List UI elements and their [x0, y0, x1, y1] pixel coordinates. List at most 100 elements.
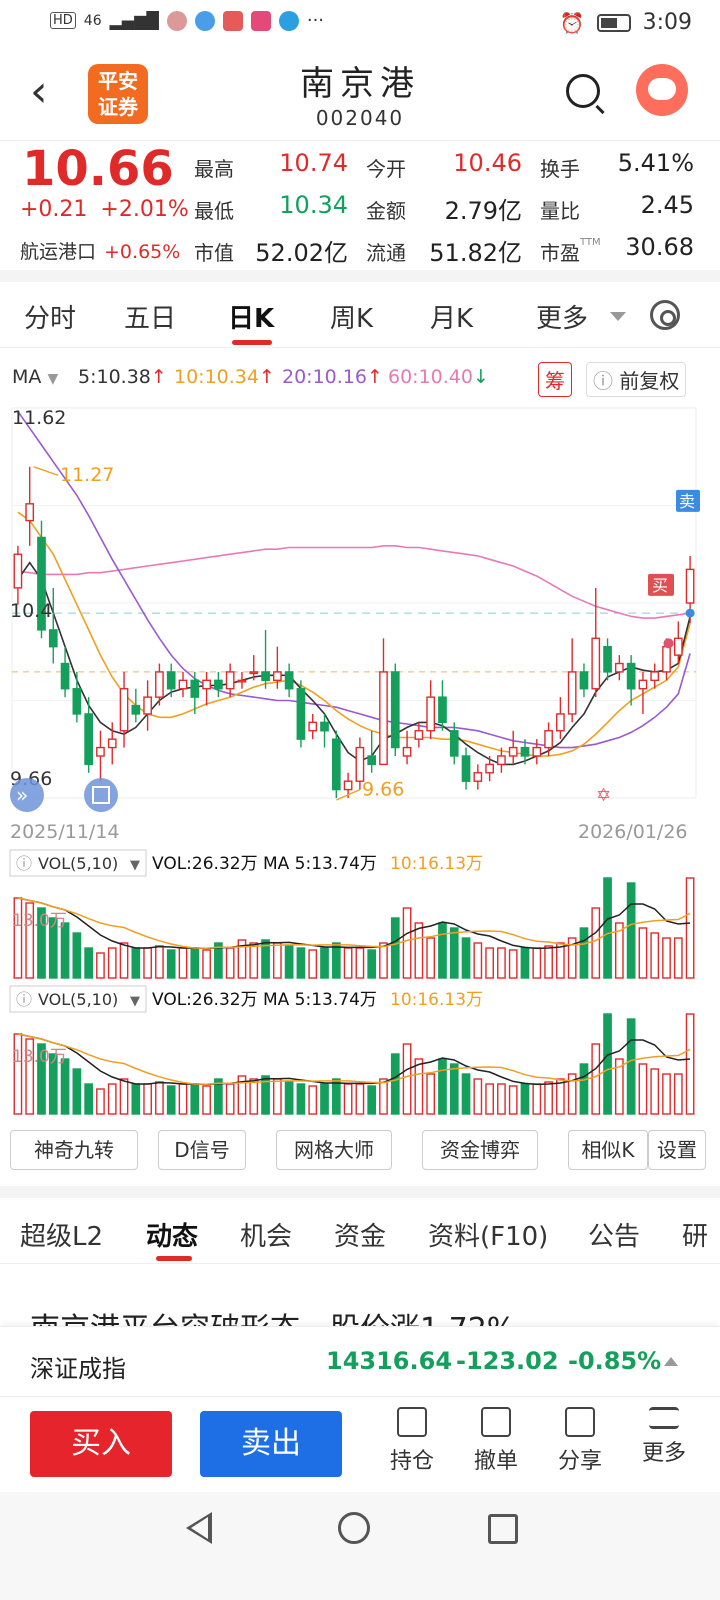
tool-magic-nine[interactable]: 神奇九转 [10, 1130, 138, 1170]
share-button[interactable]: 分享 [550, 1407, 610, 1475]
tab-announcements[interactable]: 公告 [588, 1222, 641, 1252]
nav-recent-icon[interactable] [488, 1514, 518, 1544]
candle [178, 671, 188, 698]
ma-selector[interactable]: MA ▼ [12, 366, 58, 388]
nav-home-icon[interactable] [338, 1512, 370, 1544]
volume-axis-label: 13.0万 [12, 1047, 67, 1067]
quote-label-turnover: 换手 [540, 157, 580, 181]
tab-weekly-k[interactable]: 周K [330, 304, 374, 334]
info-icon: ⓘ [16, 990, 32, 1009]
ma60-value: 60:10.40↓ [388, 366, 489, 388]
gear-icon[interactable] [650, 300, 680, 330]
broker-logo[interactable]: 平安 证券 [88, 64, 148, 124]
positions-button[interactable]: 持仓 [382, 1407, 442, 1475]
volume-bar [331, 1078, 341, 1115]
volume-bar [178, 947, 188, 979]
tool-settings[interactable]: 设置 [648, 1130, 706, 1170]
volume-bar [25, 1038, 35, 1115]
ma10-line [17, 511, 691, 757]
volume-indicator-label: VOL(5,10) [38, 854, 118, 873]
chip-distribution-button[interactable]: 筹 [538, 362, 572, 397]
buy-button[interactable]: 买入 [30, 1411, 172, 1477]
tab-capital[interactable]: 资金 [334, 1222, 387, 1252]
volume-bar [532, 947, 542, 979]
index-ticker[interactable]: 深证成指 14316.64 -123.02 -0.85% [0, 1326, 720, 1396]
volume-ma10: 10:16.13万 [390, 854, 483, 874]
ma-label: MA [12, 366, 42, 388]
index-value: 14316.64 [326, 1347, 453, 1375]
chevron-up-icon[interactable] [664, 1357, 678, 1366]
search-icon[interactable] [566, 74, 600, 108]
candle-body [390, 671, 400, 749]
tab-daily-k[interactable]: 日K [228, 304, 275, 334]
volume-bar [284, 945, 294, 979]
news-headline[interactable]: 南京港平台突破形态，股价涨1.72% [30, 1304, 515, 1326]
candle [261, 629, 270, 689]
sell-button[interactable]: 卖出 [200, 1411, 342, 1477]
cancel-order-label: 撤单 [473, 1449, 518, 1474]
tab-monthly-k[interactable]: 月K [430, 304, 474, 334]
tab-intraday[interactable]: 分时 [24, 304, 77, 334]
volume-bar [131, 1083, 141, 1115]
volume-bar [673, 1073, 683, 1115]
volume-bar [402, 907, 412, 979]
tool-grid-master[interactable]: 网格大师 [276, 1130, 392, 1170]
candle [414, 722, 424, 748]
tab-five-day[interactable]: 五日 [124, 304, 177, 334]
tool-similar-k[interactable]: 相似K [568, 1130, 648, 1170]
chevron-down-icon[interactable] [610, 312, 626, 321]
candle-body [202, 679, 211, 690]
candle [60, 646, 70, 698]
volume-bar [72, 1068, 82, 1115]
candlestick-chart[interactable]: 11.629.6610.411.279.662025/11/142026/01/… [0, 398, 720, 1128]
volume-bar [48, 1053, 58, 1115]
arrow-up-icon: ↑ [366, 366, 383, 388]
alarm-icon: ⏰ [559, 10, 585, 35]
tool-d-signal[interactable]: D信号 [158, 1130, 246, 1170]
tab-more[interactable]: 更多 [536, 304, 589, 334]
candle [284, 663, 294, 698]
cancel-order-button[interactable]: 撤单 [466, 1407, 526, 1475]
adjust-mode-button[interactable]: ⓘ 前复权 [586, 362, 687, 397]
volume-bar [426, 1073, 436, 1115]
industry-change[interactable]: 航运港口 +0.65% [20, 237, 180, 264]
candle-body [367, 755, 377, 766]
tab-opportunity[interactable]: 机会 [240, 1222, 293, 1252]
volume-bar [25, 902, 35, 979]
volume-bar [343, 1083, 353, 1115]
tab-f10[interactable]: 资料(F10) [428, 1222, 549, 1252]
volume-bar [166, 949, 176, 979]
candle-body [438, 696, 447, 724]
volume-bar [556, 942, 565, 979]
expand-left-button[interactable]: » [10, 778, 44, 812]
assistant-avatar[interactable] [636, 64, 688, 116]
content-tabs: 超级L2 动态 机会 资金 资料(F10) 公告 研 [0, 1198, 720, 1264]
volume-bar [438, 1058, 447, 1115]
tab-news-feed[interactable]: 动态 [146, 1222, 199, 1252]
candle [131, 688, 141, 723]
candle [272, 646, 282, 689]
candle-body [96, 746, 105, 757]
quote-label-pe: 市盈TTM [540, 237, 601, 266]
candle-body [638, 679, 648, 690]
quote-value-high: 10.74 [279, 149, 348, 177]
ma10-text: 10:10.34 [174, 366, 259, 388]
index-percent: -0.85% [568, 1347, 662, 1375]
active-tab-indicator [156, 1256, 192, 1261]
fullscreen-button[interactable] [84, 778, 118, 812]
chevron-down-icon: ▼ [47, 371, 59, 387]
volume-bar [414, 922, 424, 979]
tab-super-l2[interactable]: 超级L2 [20, 1222, 104, 1252]
back-arrow-icon[interactable]: ‹ [30, 66, 48, 117]
active-tab-indicator [232, 340, 272, 345]
volume-bar [520, 1083, 530, 1115]
tab-research[interactable]: 研 [682, 1222, 709, 1252]
candle-body [556, 713, 565, 732]
nav-back-icon[interactable] [186, 1512, 212, 1544]
tool-capital-game[interactable]: 资金博弈 [422, 1130, 538, 1170]
volume-bar [614, 1058, 624, 1115]
more-button[interactable]: 更多 [634, 1407, 694, 1467]
candle-body [414, 730, 424, 740]
candle [579, 663, 589, 698]
candle [367, 730, 377, 773]
